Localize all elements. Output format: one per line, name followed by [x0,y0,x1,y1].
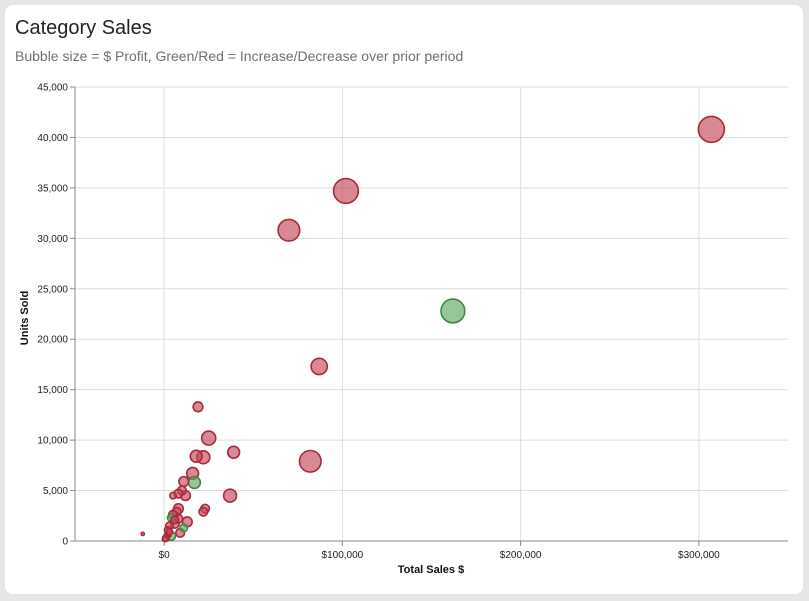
chart-card: Category Sales Bubble size = $ Profit, G… [5,5,803,594]
y-tick-label: 10,000 [37,436,68,447]
y-tick-label: 40,000 [37,133,68,144]
bubble-decrease[interactable] [222,488,238,503]
y-tick-label: 35,000 [37,183,68,194]
y-tick-label: 15,000 [37,385,68,396]
bubble-decrease[interactable] [161,535,169,543]
bubble-increase[interactable] [440,298,466,324]
chart-title: Category Sales [15,17,152,39]
bubble-decrease[interactable] [192,401,204,413]
y-tick-label: 25,000 [37,284,68,295]
bubble-decrease[interactable] [226,445,241,459]
bubble-decrease[interactable] [332,177,360,205]
bubble-chart: 0 5,000 10,000 15,000 20,000 25,000 30,000 35,0… [19,83,788,576]
y-tick-label: 45,000 [37,83,68,94]
x-tick-label: $100,000 [322,550,364,561]
bubble-decrease[interactable] [168,491,178,500]
y-axis-title: Units Sold [19,291,31,345]
bubble-decrease[interactable] [697,115,726,144]
x-tick-label: $200,000 [500,550,542,561]
bubble-decrease[interactable] [277,218,301,242]
y-tick-label: 30,000 [37,234,68,245]
y-tick-label: 0 [62,537,68,548]
bubble-decrease[interactable] [178,475,190,488]
y-tick-label: 20,000 [37,335,68,346]
bubble-decrease[interactable] [140,531,146,537]
y-tick-label: 5,000 [43,486,68,497]
bubble-decrease[interactable] [310,357,329,376]
bubble-decrease[interactable] [189,449,203,463]
bubble-increase[interactable] [187,475,202,490]
bubble-decrease[interactable] [298,449,322,473]
x-tick-label: $300,000 [678,550,720,561]
bubble-decrease[interactable] [198,506,209,517]
x-tick-label: $0 [159,550,171,561]
bubble-increase[interactable] [179,523,189,533]
bubbles [140,115,726,543]
bubble-decrease[interactable] [165,527,174,536]
axes: 0 5,000 10,000 15,000 20,000 25,000 30,000 35,0… [37,83,788,561]
bubble-decrease[interactable] [170,515,180,525]
x-axis-title: Total Sales $ [398,564,464,576]
chart-subtitle: Bubble size = $ Profit, Green/Red = Incr… [15,48,464,64]
bubble-decrease[interactable] [200,430,217,446]
grid [75,86,788,542]
